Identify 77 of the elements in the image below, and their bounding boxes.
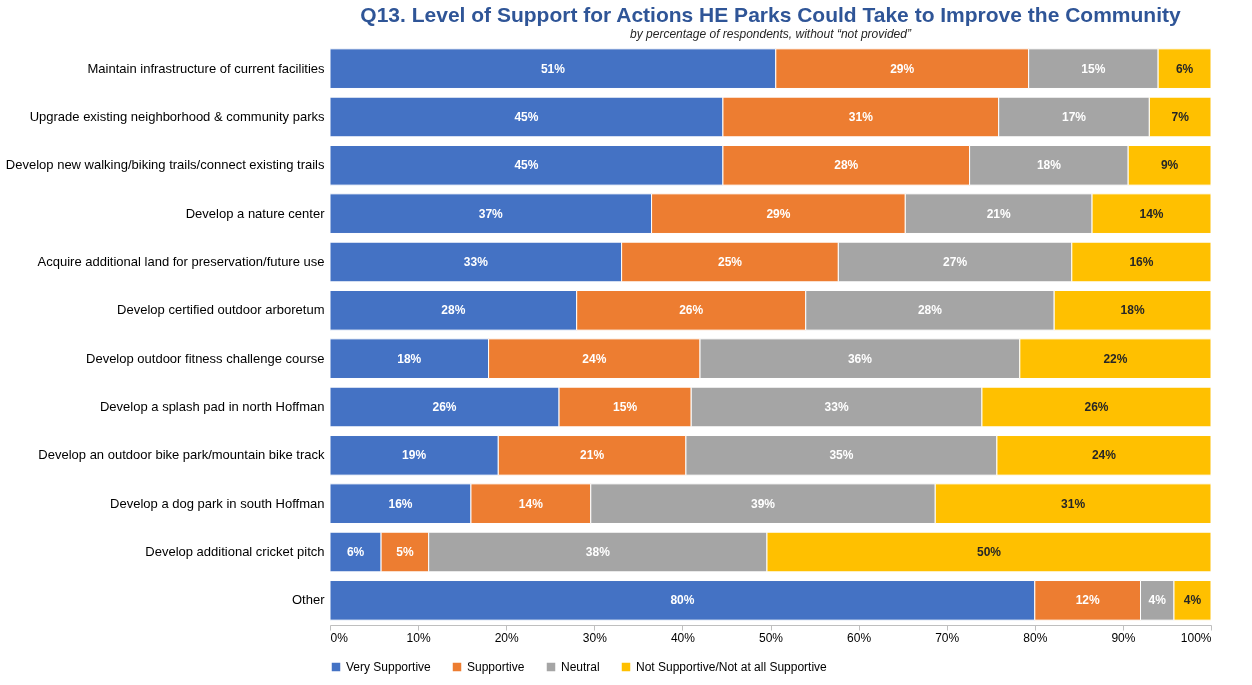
data-label: 28%	[834, 158, 859, 173]
y-tick-label: Develop a splash pad in north Hoffman	[99, 399, 325, 414]
chart-title: Q13. Level of Support for Actions HE Parks Could Take to Improve the Community	[360, 3, 1181, 26]
data-label: 45%	[514, 109, 539, 124]
data-label: 37%	[478, 206, 504, 221]
x-tick-label: 20%	[494, 630, 520, 645]
data-label: 4%	[1148, 593, 1167, 608]
x-tick-label: 70%	[935, 630, 960, 645]
data-label: 26%	[679, 303, 704, 318]
y-tick-label: Develop certified outdoor arboretum	[117, 302, 325, 318]
data-label: 17%	[1061, 109, 1087, 124]
data-label: 25%	[717, 255, 743, 269]
data-label: 33%	[824, 400, 849, 414]
data-label: 18%	[1120, 303, 1145, 318]
data-label: 21%	[986, 206, 1012, 221]
legend-label: Supportive	[467, 660, 525, 674]
data-label: 16%	[1129, 255, 1154, 269]
legend-label: Not Supportive/Not at all Supportive	[636, 660, 828, 674]
data-label: 5%	[396, 545, 414, 560]
legend-label: Very Supportive	[346, 660, 432, 674]
data-label: 16%	[388, 496, 413, 511]
y-tick-label: Develop a dog park in south Hoffman	[110, 495, 325, 511]
x-tick-label: 60%	[847, 630, 872, 645]
x-tick-label: 40%	[670, 630, 696, 645]
y-tick-label: Develop an outdoor bike park/mountain bike track	[38, 447, 325, 463]
data-label: 26%	[1084, 400, 1109, 414]
data-label: 15%	[613, 400, 638, 414]
y-tick-label: Acquire additional land for preservation/future use	[37, 254, 325, 269]
data-label: 26%	[432, 400, 457, 414]
data-label: 7%	[1171, 109, 1190, 124]
x-tick-label: 100%	[1180, 630, 1212, 645]
y-tick-label: Maintain infrastructure of current facilities	[87, 60, 325, 76]
data-label: 35%	[829, 448, 854, 463]
data-label: 21%	[580, 448, 605, 463]
x-tick-label: 10%	[406, 630, 431, 645]
y-tick-label: Develop outdoor fitness challenge course	[86, 350, 325, 366]
data-label: 18%	[397, 351, 422, 366]
data-label: 51%	[540, 61, 566, 76]
data-label: 19%	[402, 448, 427, 463]
x-tick-label: 0%	[330, 630, 349, 645]
y-tick-label: Develop additional cricket pitch	[145, 544, 325, 560]
data-label: 14%	[518, 496, 544, 511]
data-label: 50%	[976, 545, 1002, 560]
data-label: 27%	[943, 255, 968, 269]
x-tick-label: 80%	[1023, 630, 1048, 645]
data-label: 28%	[441, 303, 466, 318]
legend-label: Neutral	[561, 660, 600, 674]
x-tick-label: 90%	[1111, 630, 1136, 645]
data-label: 12%	[1075, 593, 1100, 608]
data-label: 14%	[1139, 206, 1164, 221]
data-label: 9%	[1160, 158, 1179, 173]
chart-subtitle: by percentage of respondents, without “not provided”	[630, 27, 912, 41]
data-label: 38%	[585, 545, 611, 560]
y-tick-label: Other	[291, 592, 326, 608]
y-tick-label: Develop new walking/biking trails/connect existing trails	[5, 157, 325, 173]
data-label: 24%	[582, 351, 607, 366]
data-label: 15%	[1081, 61, 1106, 76]
data-label: 28%	[917, 303, 943, 318]
data-label: 36%	[847, 351, 873, 366]
data-label: 24%	[1091, 448, 1117, 463]
data-label: 39%	[751, 496, 776, 511]
data-label: 4%	[1183, 593, 1202, 608]
data-label: 45%	[514, 158, 539, 173]
data-label: 31%	[848, 109, 874, 124]
data-label: 33%	[463, 255, 489, 269]
data-label: 6%	[1175, 61, 1194, 76]
data-label: 80%	[670, 593, 695, 608]
data-label: 29%	[766, 206, 791, 221]
x-tick-label: 30%	[582, 630, 608, 645]
y-tick-label: Develop a nature center	[185, 205, 326, 221]
data-label: 29%	[890, 61, 915, 76]
data-label: 6%	[346, 545, 365, 560]
x-tick-label: 50%	[758, 630, 784, 645]
data-label: 18%	[1036, 158, 1062, 173]
data-label: 22%	[1103, 351, 1128, 366]
y-tick-label: Upgrade existing neighborhood & community parks	[29, 108, 325, 124]
data-label: 31%	[1061, 496, 1086, 511]
